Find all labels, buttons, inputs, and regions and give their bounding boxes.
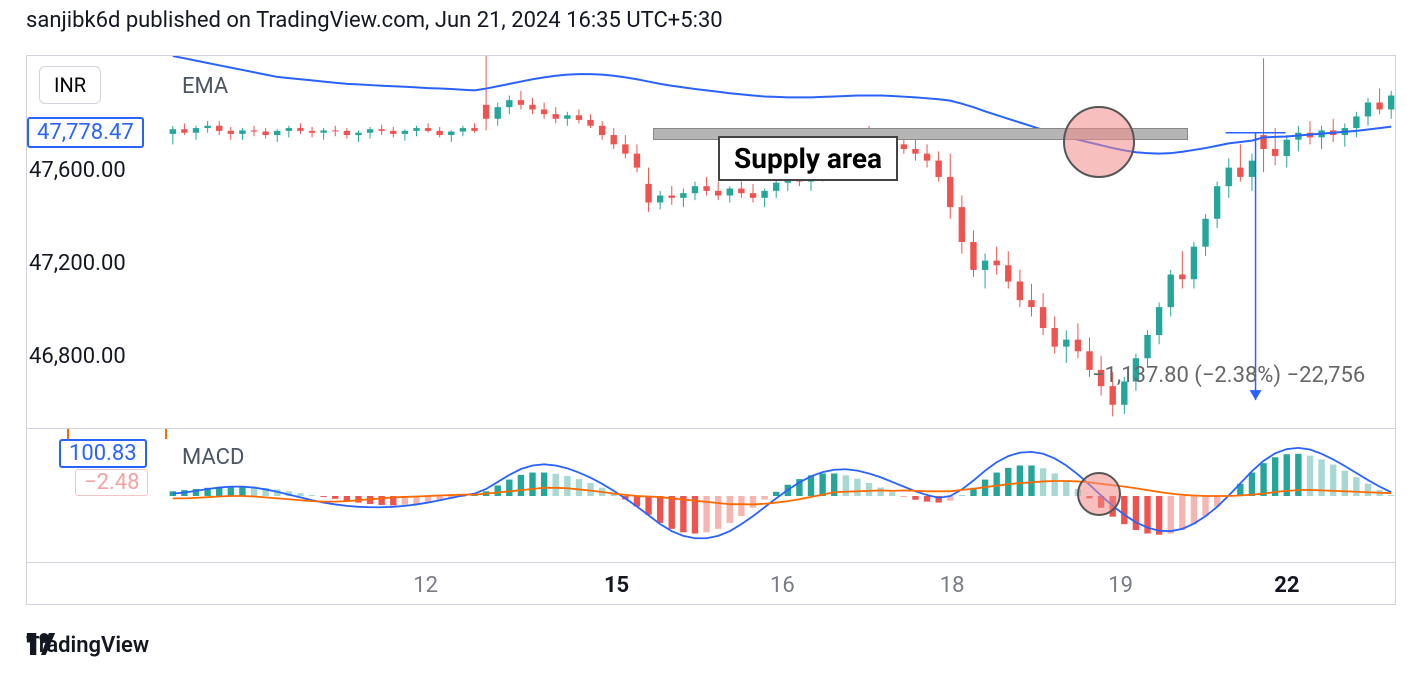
circle-annotation-price[interactable] [1063, 106, 1135, 178]
tradingview-logo-icon [26, 633, 56, 655]
price-pane[interactable]: INR 47,778.47 47,600.00 47,200.00 46,800.00… [27, 56, 1395, 428]
xaxis-date-label: 15 [604, 573, 629, 598]
macd-value-2: −2.48 [75, 469, 148, 496]
time-axis[interactable]: 12 15 16 18 19 22 [27, 562, 1395, 606]
macd-value-1: 100.83 [59, 439, 147, 468]
macd-pane[interactable]: 100.83 −2.48 MACD [27, 428, 1395, 562]
price-current-value: 47,778.47 [27, 117, 144, 148]
macd-signal-value-border [67, 428, 167, 439]
measurement-text: −1,137.80 (−2.38%) −22,756 [1092, 363, 1365, 388]
footer-brand: TradingView [26, 633, 149, 658]
xaxis-date-label: 18 [940, 573, 965, 598]
price-plot[interactable]: Supply area −1,137.80 (−2.38%) −22,756 [167, 56, 1395, 428]
xaxis-date-label: 19 [1108, 573, 1133, 598]
macd-svg [167, 429, 1395, 562]
price-ytick: 47,600.00 [29, 158, 126, 183]
xaxis-date-label: 16 [770, 573, 795, 598]
price-ytick: 46,800.00 [29, 344, 126, 369]
publish-header: sanjibk6d published on TradingView.com, … [0, 0, 1418, 33]
supply-zone-label[interactable]: Supply area [718, 136, 898, 181]
price-ytick: 47,200.00 [29, 251, 126, 276]
xaxis-labels: 12 15 16 18 19 22 [167, 563, 1395, 606]
macd-yaxis: 100.83 −2.48 [27, 429, 167, 562]
currency-pill[interactable]: INR [39, 66, 101, 104]
xaxis-date-label: 12 [413, 573, 438, 598]
xaxis-date-label: 22 [1274, 573, 1299, 598]
circle-annotation-macd[interactable] [1077, 472, 1121, 516]
price-yaxis: INR 47,778.47 47,600.00 47,200.00 46,800.00 [27, 56, 167, 428]
chart-container: INR 47,778.47 47,600.00 47,200.00 46,800.00… [26, 55, 1396, 605]
macd-plot[interactable] [167, 429, 1395, 562]
